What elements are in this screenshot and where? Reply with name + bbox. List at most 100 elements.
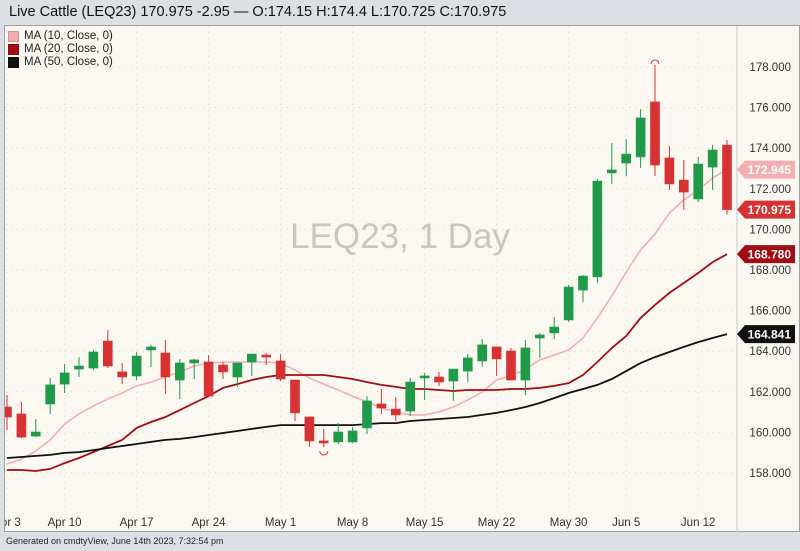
- y-tick-label: 158.000: [749, 468, 791, 480]
- candle-body: [88, 351, 99, 369]
- candle: [103, 330, 113, 369]
- y-tick-label: 168.000: [749, 265, 791, 277]
- candle: [175, 358, 185, 399]
- candle-body: [606, 169, 617, 174]
- candle: [88, 349, 99, 371]
- legend-label: MA (50, Close, 0): [24, 56, 113, 68]
- x-tick-label: May 30: [550, 517, 588, 529]
- footer-generated: Generated on cmdtyView, June 14th 2023, …: [6, 536, 224, 546]
- candle: [59, 363, 70, 394]
- y-tick-label: 174.000: [749, 143, 791, 155]
- candle: [520, 340, 531, 396]
- ma20-price-badge: 168.780: [737, 245, 795, 264]
- legend-item-ma10[interactable]: MA (10, Close, 0): [8, 30, 113, 43]
- candle-body: [491, 346, 502, 360]
- candle: [491, 346, 502, 376]
- candle: [462, 354, 473, 383]
- x-tick-label: Apr 24: [192, 517, 226, 529]
- candle: [362, 396, 372, 435]
- candle: [247, 353, 257, 376]
- y-tick-label: 172.000: [749, 184, 791, 196]
- ma50-price-badge-shape: [737, 325, 795, 344]
- x-tick-label: Apr 10: [48, 517, 82, 529]
- candle: [678, 159, 689, 210]
- ma10-price-badge: 172.945: [737, 160, 795, 179]
- candle: [549, 317, 560, 340]
- x-grid: [6, 26, 699, 508]
- candle-body: [247, 353, 257, 363]
- last-price-badge: 170.975: [737, 200, 795, 219]
- candle-body: [592, 180, 603, 278]
- candle-body: [549, 326, 560, 334]
- candle-body: [160, 352, 171, 378]
- candle-body: [45, 384, 56, 405]
- candle-body: [693, 163, 704, 200]
- y-tick-label: 164.000: [749, 346, 791, 358]
- candle-body: [405, 381, 416, 412]
- candle-body: [563, 286, 574, 321]
- candle-body: [275, 360, 286, 380]
- candle-body: [621, 153, 632, 164]
- candle: [117, 362, 127, 385]
- ma50-price-badge-text: 164.841: [748, 328, 792, 342]
- candle-body: [117, 371, 127, 378]
- candle-body: [175, 362, 185, 381]
- candle: [534, 332, 545, 358]
- y-tick-label: 160.000: [749, 427, 791, 439]
- candle-body: [203, 361, 214, 397]
- ma20-price-badge-text: 168.780: [748, 248, 792, 262]
- candle-body: [218, 364, 228, 373]
- low-marker: [319, 450, 329, 456]
- legend-item-ma50[interactable]: MA (50, Close, 0): [8, 56, 113, 69]
- candle-body: [59, 372, 70, 385]
- candle: [146, 344, 156, 368]
- candle: [5, 395, 12, 430]
- legend-item-ma20[interactable]: MA (20, Close, 0): [8, 43, 113, 56]
- candle: [261, 353, 272, 366]
- x-tick-label: May 8: [337, 517, 368, 529]
- y-tick-label: 178.000: [749, 62, 791, 74]
- x-tick-label: Apr 3: [0, 517, 21, 529]
- high-marker: [650, 59, 660, 65]
- x-tick-label: May 22: [478, 517, 516, 529]
- ma20-price-badge-shape: [737, 245, 795, 264]
- candle: [290, 379, 300, 422]
- y-tick-label: 162.000: [749, 387, 791, 399]
- candle-body: [578, 275, 588, 291]
- candle-body: [664, 157, 675, 185]
- y-tick-label: 166.000: [749, 306, 791, 318]
- plot-area: [5, 64, 732, 472]
- candle-body: [304, 416, 315, 442]
- candle: [30, 419, 41, 438]
- candle: [232, 362, 243, 387]
- candle: [275, 354, 286, 382]
- candle-body: [434, 376, 444, 383]
- candle-body: [103, 340, 113, 367]
- candle-body: [534, 334, 545, 339]
- legend-label: MA (10, Close, 0): [24, 30, 113, 42]
- candle: [304, 416, 315, 448]
- candle: [693, 156, 704, 202]
- legend-label: MA (20, Close, 0): [24, 43, 113, 55]
- x-axis: Apr 3 Apr 10 Apr 17 Apr 24 May 1 May 8 May 15 M…: [0, 517, 716, 529]
- candle-body: [146, 346, 156, 351]
- candle: [722, 140, 732, 215]
- x-tick-label: Jun 12: [681, 517, 716, 529]
- candle: [419, 372, 430, 400]
- y-tick-label: 176.000: [749, 103, 791, 115]
- candle: [376, 388, 387, 414]
- candle: [160, 340, 171, 395]
- candle: [390, 397, 401, 422]
- candle: [74, 357, 84, 377]
- candle: [131, 352, 142, 381]
- candle: [707, 144, 718, 191]
- candle-body: [462, 357, 473, 372]
- ma10-swatch: [8, 31, 19, 42]
- candle: [333, 423, 344, 444]
- ma-line-20: [7, 253, 728, 472]
- candle-body: [318, 440, 329, 444]
- last-price-badge-text: 170.975: [748, 203, 792, 217]
- ma10-price-badge-text: 172.945: [748, 163, 792, 177]
- candle: [563, 285, 574, 322]
